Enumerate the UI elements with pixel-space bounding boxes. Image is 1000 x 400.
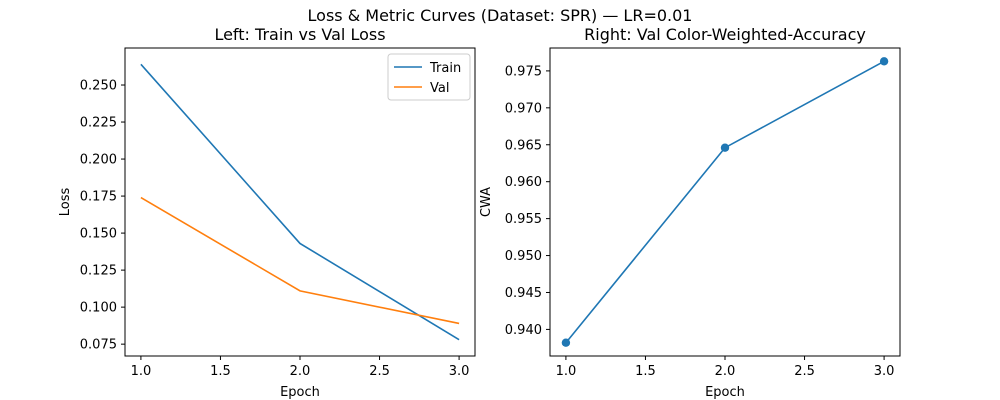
left-chart-panel: Left: Train vs Val Loss 1.0 1.5 2.0 2.5 3.0 0… <box>58 25 476 400</box>
left-chart-ylabel: Loss <box>58 188 73 217</box>
right-chart-data-point <box>879 57 889 66</box>
right-chart-xtick-label: 1.5 <box>635 364 656 379</box>
left-chart-ticks: 1.0 1.5 2.0 2.5 3.0 0.075 0.100 0.125 0.150 0.175… <box>80 79 470 379</box>
right-chart-title: Right: Val Color-Weighted-Accuracy <box>584 25 866 44</box>
right-chart-xtick-label: 2.0 <box>715 364 736 379</box>
left-chart-legend-frame <box>387 53 471 101</box>
left-chart-title: Left: Train vs Val Loss <box>214 25 385 44</box>
right-chart-lines <box>561 57 889 347</box>
left-chart-legend-label: Train <box>429 61 461 76</box>
left-chart-series-line <box>140 63 460 341</box>
left-chart-xlabel: Epoch <box>280 385 320 400</box>
right-chart-ytick-label: 0.940 <box>505 323 542 338</box>
right-chart-panel: Right: Val Color-Weighted-Accuracy 1.0 1.… <box>479 25 901 400</box>
right-chart-data-point <box>720 143 730 152</box>
left-chart-ytick-label: 0.225 <box>80 116 117 131</box>
right-chart-xtick-label: 2.5 <box>794 364 815 379</box>
left-chart-ytick-label: 0.075 <box>80 338 117 353</box>
left-chart-xtick-label: 1.0 <box>131 364 152 379</box>
left-chart-ytick-label: 0.125 <box>80 264 117 279</box>
left-chart-legend-label: Val <box>430 81 449 96</box>
right-chart-xtick-label: 1.0 <box>556 364 577 379</box>
right-chart-ylabel: CWA <box>479 187 494 217</box>
figure-suptitle: Loss & Metric Curves (Dataset: SPR) — LR… <box>308 6 693 25</box>
left-chart-xtick-label: 2.0 <box>290 364 311 379</box>
left-chart-xtick-label: 2.5 <box>369 364 390 379</box>
right-chart-ytick-label: 0.955 <box>505 212 542 227</box>
left-chart-legend: Train Val <box>387 53 471 101</box>
left-chart-ytick-label: 0.175 <box>80 190 117 205</box>
right-chart-ytick-label: 0.970 <box>505 101 542 116</box>
left-chart-series-line <box>140 196 460 325</box>
left-chart-ytick-label: 0.200 <box>80 153 117 168</box>
left-chart-ytick-label: 0.250 <box>80 79 117 94</box>
right-chart-xtick-label: 3.0 <box>874 364 895 379</box>
right-chart-data-point <box>561 338 571 347</box>
left-chart-ytick-label: 0.100 <box>80 301 117 316</box>
left-chart-xtick-label: 3.0 <box>449 364 470 379</box>
right-chart-series-line <box>565 60 885 344</box>
right-chart-ytick-label: 0.975 <box>505 64 542 79</box>
right-chart-ytick-label: 0.950 <box>505 249 542 264</box>
right-chart-xlabel: Epoch <box>705 385 745 400</box>
right-chart-ytick-label: 0.965 <box>505 138 542 153</box>
right-chart-ticks: 1.0 1.5 2.0 2.5 3.0 0.940 0.945 0.950 0.955 0.960… <box>505 64 895 379</box>
left-chart-lines <box>140 63 460 341</box>
right-chart-ytick-label: 0.960 <box>505 175 542 190</box>
left-chart-ytick-label: 0.150 <box>80 227 117 242</box>
right-chart-ytick-label: 0.945 <box>505 286 542 301</box>
right-chart-plot-area <box>549 47 901 357</box>
left-chart-xtick-label: 1.5 <box>210 364 231 379</box>
